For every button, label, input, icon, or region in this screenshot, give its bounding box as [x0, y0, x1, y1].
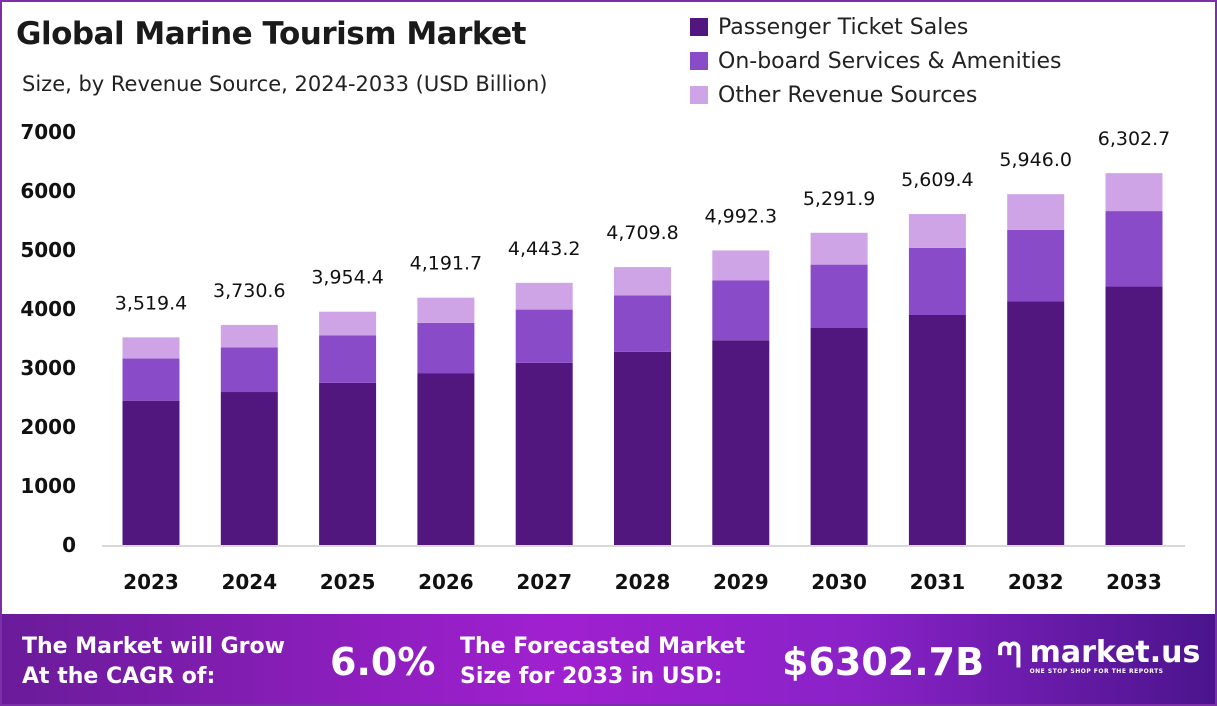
footer-banner: The Market will Grow At the CAGR of: 6.0%…: [2, 614, 1215, 704]
data-label: 3,519.4: [115, 292, 188, 314]
bar-segment-passenger: [417, 373, 475, 545]
forecast-value: $6302.7B: [782, 640, 985, 684]
data-label: 4,443.2: [508, 238, 581, 260]
logo-tagline: ONE STOP SHOP FOR THE REPORTS: [1029, 667, 1164, 675]
bar-segment-other: [220, 324, 278, 348]
legend-item-onboard: On-board Services & Amenities: [690, 44, 1061, 78]
data-label: 4,709.8: [606, 222, 679, 244]
y-tick-label: 4000: [20, 297, 76, 321]
plot-area: 0 1000 2000 3000 4000 5000 6000 7000 3,519.4 2023…: [20, 120, 1185, 594]
x-tick-label: 2032: [1008, 570, 1064, 594]
bar-segment-passenger: [1105, 286, 1163, 545]
cagr-value: 6.0%: [330, 640, 436, 684]
legend-item-other: Other Revenue Sources: [690, 78, 1061, 112]
logo-icon: ᘉ: [997, 636, 1022, 676]
bar-segment-other: [122, 337, 180, 359]
bar-segment-other: [810, 232, 868, 265]
bar-segment-passenger: [1007, 301, 1065, 545]
forecast-label: The Forecasted Market Size for 2033 in US…: [460, 632, 745, 692]
data-label: 3,954.4: [311, 267, 384, 289]
legend-label: Other Revenue Sources: [718, 82, 978, 108]
x-tick-label: 2030: [811, 570, 867, 594]
legend-item-passenger: Passenger Ticket Sales: [690, 10, 1061, 44]
x-tick-label: 2031: [910, 570, 966, 594]
bar-segment-other: [319, 311, 377, 336]
bar-segment-other: [1105, 173, 1163, 212]
chart-subtitle: Size, by Revenue Source, 2024-2033 (USD …: [22, 72, 548, 96]
bar-segment-other: [417, 297, 475, 323]
bar-segment-passenger: [122, 400, 180, 545]
x-tick-label: 2033: [1106, 570, 1162, 594]
y-tick-label: 2000: [20, 415, 76, 439]
bar-segment-onboard: [417, 322, 475, 374]
x-tick-label: 2027: [516, 570, 572, 594]
bar-segment-passenger: [220, 392, 278, 545]
bar-segment-passenger: [908, 314, 966, 545]
legend-swatch: [690, 52, 708, 70]
x-tick-label: 2024: [221, 570, 277, 594]
cagr-label: The Market will Grow At the CAGR of:: [22, 632, 285, 692]
legend-label: Passenger Ticket Sales: [718, 14, 969, 40]
forecast-label-line: The Forecasted Market: [460, 634, 746, 659]
y-tick-label: 3000: [20, 356, 76, 380]
bar-segment-passenger: [614, 351, 671, 545]
y-tick-label: 1000: [20, 474, 76, 498]
data-label: 6,302.7: [1098, 128, 1171, 150]
bar-segment-onboard: [614, 295, 671, 352]
data-label: 4,992.3: [705, 205, 778, 227]
bar-segment-onboard: [122, 358, 180, 401]
market-us-logo: ᘉ market.us ONE STOP SHOP FOR THE REPORTS: [997, 636, 1200, 676]
x-tick-label: 2029: [713, 570, 769, 594]
data-label: 5,946.0: [999, 149, 1072, 171]
bar-segment-onboard: [220, 347, 278, 393]
y-tick-label: 5000: [20, 238, 76, 262]
bar-segment-other: [614, 267, 671, 296]
y-tick-label: 0: [62, 533, 76, 557]
bar-segment-onboard: [1007, 229, 1065, 302]
legend-label: On-board Services & Amenities: [718, 48, 1062, 74]
logo-name: market.us: [1029, 634, 1201, 670]
bar-segment-onboard: [515, 309, 573, 363]
x-tick-label: 2025: [320, 570, 376, 594]
y-tick-label: 6000: [20, 179, 76, 203]
data-label: 3,730.6: [213, 280, 286, 302]
data-label: 4,191.7: [410, 253, 483, 275]
cagr-label-line: The Market will Grow: [22, 634, 285, 659]
bar-segment-onboard: [319, 335, 377, 383]
bar-segment-passenger: [712, 340, 770, 545]
bar-segment-other: [908, 214, 966, 248]
x-tick-label: 2026: [418, 570, 474, 594]
bar-segment-onboard: [908, 247, 966, 315]
x-tick-label: 2023: [123, 570, 179, 594]
chart-title: Global Marine Tourism Market: [16, 16, 527, 52]
y-tick-label: 7000: [20, 120, 76, 144]
data-label: 5,609.4: [901, 169, 974, 191]
bar-segment-passenger: [810, 328, 868, 545]
data-label: 5,291.9: [803, 188, 876, 210]
bar-segment-passenger: [515, 362, 573, 545]
forecast-label-line: Size for 2033 in USD:: [460, 664, 723, 689]
bar-segment-other: [712, 250, 770, 281]
bar-segment-passenger: [319, 382, 377, 545]
legend: Passenger Ticket Sales On-board Services…: [690, 10, 1061, 112]
bar-segment-onboard: [712, 280, 770, 341]
x-tick-label: 2028: [615, 570, 671, 594]
bar-segment-onboard: [810, 264, 868, 329]
bar-segment-onboard: [1105, 211, 1163, 287]
cagr-label-line: At the CAGR of:: [22, 664, 216, 689]
bar-segment-other: [515, 282, 573, 310]
bar-segment-other: [1007, 194, 1065, 230]
legend-swatch: [690, 86, 708, 104]
legend-swatch: [690, 18, 708, 36]
